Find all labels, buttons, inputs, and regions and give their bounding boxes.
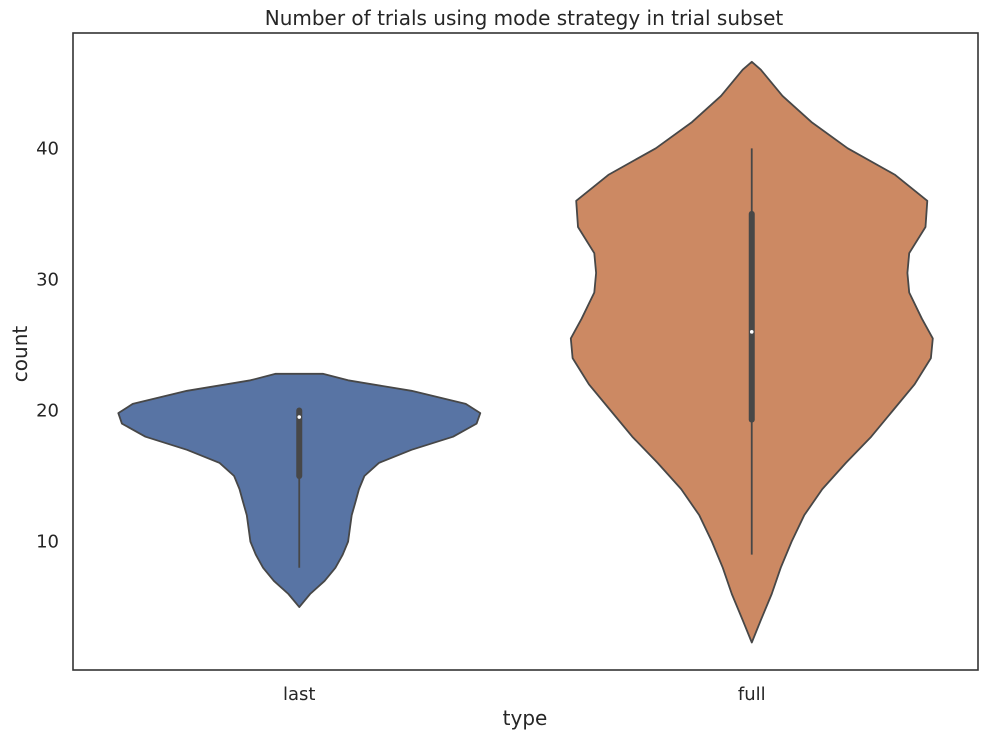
- y-ticks: 10 20 30 40: [36, 138, 59, 552]
- x-ticks: last full: [283, 684, 766, 705]
- median-dot-last: [297, 415, 302, 419]
- y-tick-label-10: 10: [36, 532, 59, 553]
- x-tick-label-full: full: [738, 684, 766, 705]
- x-axis-label: type: [503, 706, 548, 730]
- median-dot-full: [749, 330, 754, 334]
- x-tick-label-last: last: [283, 684, 315, 705]
- y-tick-label-40: 40: [36, 138, 59, 159]
- y-axis-label: count: [8, 326, 32, 383]
- plot-area: [117, 60, 934, 644]
- y-tick-label-20: 20: [36, 400, 59, 421]
- chart-title: Number of trials using mode strategy in …: [265, 6, 784, 30]
- plot-frame: [72, 32, 979, 671]
- y-tick-label-30: 30: [36, 269, 59, 290]
